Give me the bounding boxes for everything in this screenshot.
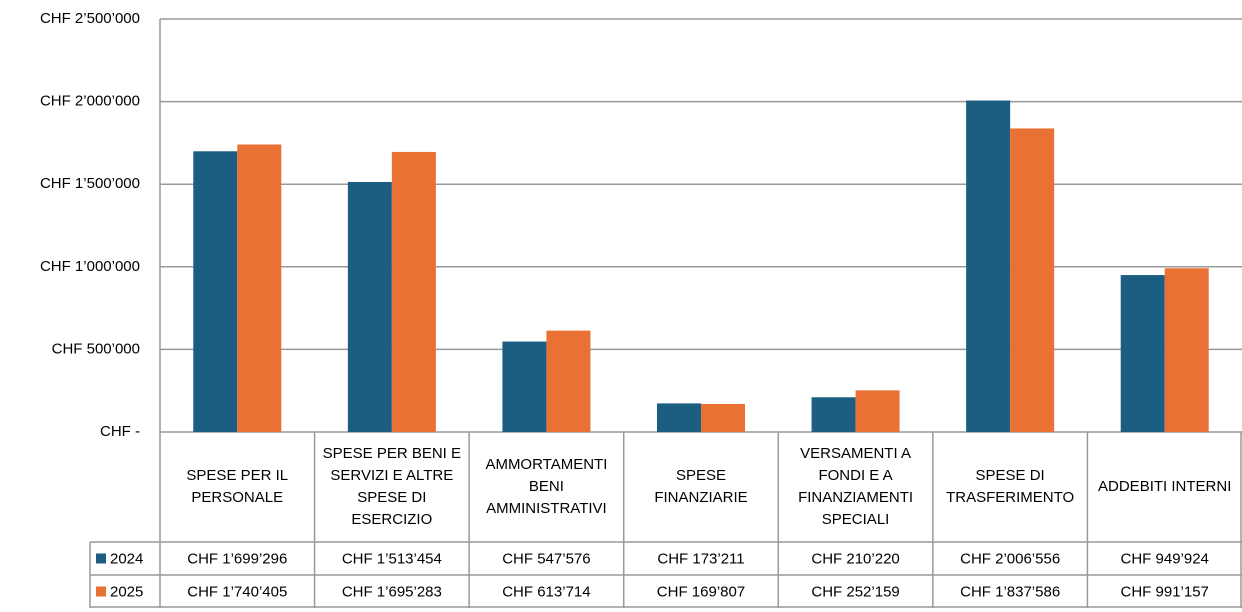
y-tick-label: CHF 2’500’000 (40, 10, 140, 27)
data-label: CHF 1’699’296 (187, 550, 287, 567)
category-cell: AMMORTAMENTI BENI AMMINISTRATIVI (485, 456, 608, 517)
bar (193, 151, 238, 432)
data-label: CHF 252’159 (811, 583, 899, 600)
bar (1010, 128, 1055, 432)
data-label: CHF 991’157 (1121, 583, 1209, 600)
x-tick-label: SPESE DI TRASFERIMENTO (946, 467, 1075, 506)
bar (1164, 268, 1209, 432)
legend-swatch (96, 586, 106, 597)
bar (237, 144, 282, 432)
y-tick-label: CHF 1’500’000 (40, 175, 140, 192)
bar (657, 403, 701, 432)
category-cell: VERSAMENTI A FONDI E A FINANZIAMENTI SPE… (798, 445, 914, 528)
category-cell: SPESE PER BENI E SERVIZI E ALTRE SPESE D… (322, 445, 462, 528)
data-label: CHF 949’924 (1121, 550, 1209, 567)
bar (855, 390, 900, 432)
bar (502, 341, 547, 432)
data-label: CHF 173’211 (657, 550, 744, 567)
data-label: CHF 169’807 (657, 583, 745, 600)
data-label: CHF 547’576 (502, 550, 590, 567)
x-tick-label: SPESE FINANZIARIE (654, 467, 748, 506)
y-tick-label: CHF - (100, 423, 140, 440)
bar (546, 330, 591, 432)
y-tick-label: CHF 1’000’000 (40, 258, 140, 275)
data-label: CHF 210’220 (811, 550, 899, 567)
y-tick-label: CHF 2’000’000 (40, 93, 140, 110)
data-label: CHF 1’740’405 (187, 583, 287, 600)
category-cell: SPESE FINANZIARIE (654, 467, 748, 506)
bar (701, 403, 745, 432)
x-tick-label: AMMORTAMENTI BENI AMMINISTRATIVI (485, 456, 608, 517)
bar (811, 397, 856, 432)
x-tick-label: VERSAMENTI A FONDI E A FINANZIAMENTI SPE… (798, 445, 914, 528)
category-cell: ADDEBITI INTERNI (1098, 478, 1232, 495)
data-label: CHF 1’513’454 (342, 550, 442, 567)
legend-label: 2024 (110, 550, 143, 567)
bar (966, 100, 1011, 432)
y-tick-label: CHF 500’000 (52, 340, 140, 357)
legend-swatch (96, 553, 106, 564)
bar (391, 151, 436, 432)
legend-label: 2025 (110, 583, 143, 600)
bar (347, 181, 392, 432)
data-label: CHF 2’006’556 (960, 550, 1060, 567)
x-tick-label: SPESE PER BENI E SERVIZI E ALTRE SPESE D… (322, 445, 462, 528)
x-tick-label: SPESE PER IL PERSONALE (186, 467, 289, 506)
x-tick-label: ADDEBITI INTERNI (1098, 478, 1232, 495)
data-label: CHF 613’714 (502, 583, 590, 600)
category-cell: SPESE DI TRASFERIMENTO (946, 467, 1075, 506)
bar (1120, 275, 1165, 432)
data-label: CHF 1’695’283 (342, 583, 442, 600)
data-label: CHF 1’837’586 (960, 583, 1060, 600)
category-cell: SPESE PER IL PERSONALE (186, 467, 289, 506)
